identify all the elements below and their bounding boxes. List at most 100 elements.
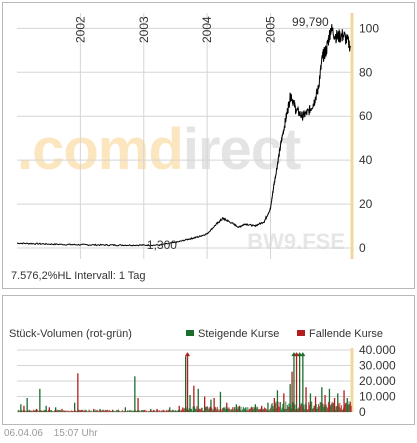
volume-bar xyxy=(197,410,199,412)
volume-bar xyxy=(74,410,76,412)
volume-bar xyxy=(117,410,119,412)
volume-bar xyxy=(231,409,233,412)
volume-bar xyxy=(340,408,342,412)
volume-bar xyxy=(105,410,107,412)
volume-bar xyxy=(202,410,204,412)
volume-bar xyxy=(177,410,179,412)
volume-bar xyxy=(113,410,115,412)
volume-bar xyxy=(159,410,161,412)
volume-bar xyxy=(329,404,331,412)
volume-bar xyxy=(172,409,173,412)
volume-bar xyxy=(194,406,196,412)
volume-bar xyxy=(341,409,343,412)
volume-bar xyxy=(281,407,283,412)
volume-bar xyxy=(124,410,126,412)
volume-bar xyxy=(230,409,232,412)
volume-bar xyxy=(346,405,348,412)
volume-bar xyxy=(323,406,325,412)
volume-bar xyxy=(331,401,333,412)
legend-label: Steigende Kurse xyxy=(198,328,279,340)
volume-bar xyxy=(179,409,181,412)
y-tick-label: 30.000 xyxy=(359,359,396,373)
volume-bar xyxy=(73,411,75,412)
volume-bar xyxy=(148,410,150,412)
volume-bar xyxy=(112,411,114,412)
volume-bar xyxy=(59,409,61,412)
volume-bar xyxy=(128,410,130,412)
volume-bar xyxy=(96,409,98,412)
volume-bar xyxy=(219,409,221,412)
volume-bar xyxy=(212,410,214,412)
volume-bar xyxy=(153,409,154,412)
volume-bar xyxy=(81,409,83,412)
volume-bar xyxy=(267,402,269,412)
volume-bar xyxy=(137,398,139,412)
volume-bar xyxy=(156,410,158,412)
volume-bar xyxy=(98,411,100,412)
volume-bar xyxy=(343,390,345,412)
volume-bar xyxy=(265,408,267,412)
volume-bar xyxy=(88,409,90,412)
volume-bar xyxy=(67,411,69,412)
volume-bar xyxy=(324,395,326,412)
volume-bar xyxy=(291,371,293,412)
volume-bar xyxy=(155,411,157,412)
volume-bar xyxy=(23,410,24,412)
volume-bar xyxy=(305,405,307,412)
volume-bar xyxy=(63,410,65,412)
volume-bar xyxy=(119,411,121,412)
volume-bar xyxy=(84,409,86,412)
volume-bar xyxy=(77,373,79,413)
volume-bar xyxy=(321,403,323,412)
volume-bar xyxy=(274,403,276,412)
volume-bar xyxy=(347,404,349,412)
volume-bar xyxy=(304,409,306,412)
volume-bar xyxy=(276,390,279,412)
volume-bar xyxy=(78,409,80,412)
volume-bar xyxy=(159,411,161,412)
volume-bar xyxy=(236,409,238,412)
volume-bar xyxy=(299,353,301,412)
legend-label: Fallende Kurse xyxy=(309,328,383,340)
volume-bar xyxy=(259,409,261,412)
volume-bar xyxy=(209,407,211,412)
volume-bar xyxy=(71,411,73,412)
volume-bar xyxy=(89,410,91,412)
volume-bar xyxy=(261,409,263,412)
volume-bar xyxy=(135,411,137,412)
volume-bar xyxy=(285,401,287,412)
volume-bar xyxy=(327,401,329,412)
volume-bar xyxy=(216,409,218,412)
volume-bar xyxy=(211,408,213,412)
price-footer-label: 7.576,2%HL Intervall: 1 Tag xyxy=(11,270,146,282)
volume-bar xyxy=(270,404,272,412)
volume-bar xyxy=(223,407,224,412)
volume-bar xyxy=(221,409,223,412)
volume-bar xyxy=(105,409,107,412)
volume-bar xyxy=(61,411,62,412)
volume-bar xyxy=(180,411,182,412)
volume-bar xyxy=(328,404,330,412)
volume-bar xyxy=(74,402,76,412)
volume-bar xyxy=(147,411,149,412)
volume-bar xyxy=(298,407,300,412)
volume-bar xyxy=(171,411,173,412)
volume-bar xyxy=(214,406,216,412)
volume-bar xyxy=(23,405,25,412)
volume-bar xyxy=(48,409,50,412)
x-tick-label: 2004 xyxy=(200,16,214,43)
volume-bar xyxy=(42,410,43,412)
volume-bar xyxy=(204,396,206,412)
volume-bar xyxy=(149,411,151,412)
legend-swatch xyxy=(186,330,194,336)
volume-bar xyxy=(156,410,158,412)
watermark-logo-part: .comd xyxy=(17,117,183,182)
high-annotation: 99,790 xyxy=(292,15,329,29)
y-tick-label: 10.000 xyxy=(359,390,396,404)
volume-bar xyxy=(328,388,331,413)
volume-bar xyxy=(29,410,31,412)
volume-bar xyxy=(189,406,191,412)
volume-bar xyxy=(100,410,102,412)
volume-bar xyxy=(213,398,215,412)
volume-bar xyxy=(76,411,78,412)
